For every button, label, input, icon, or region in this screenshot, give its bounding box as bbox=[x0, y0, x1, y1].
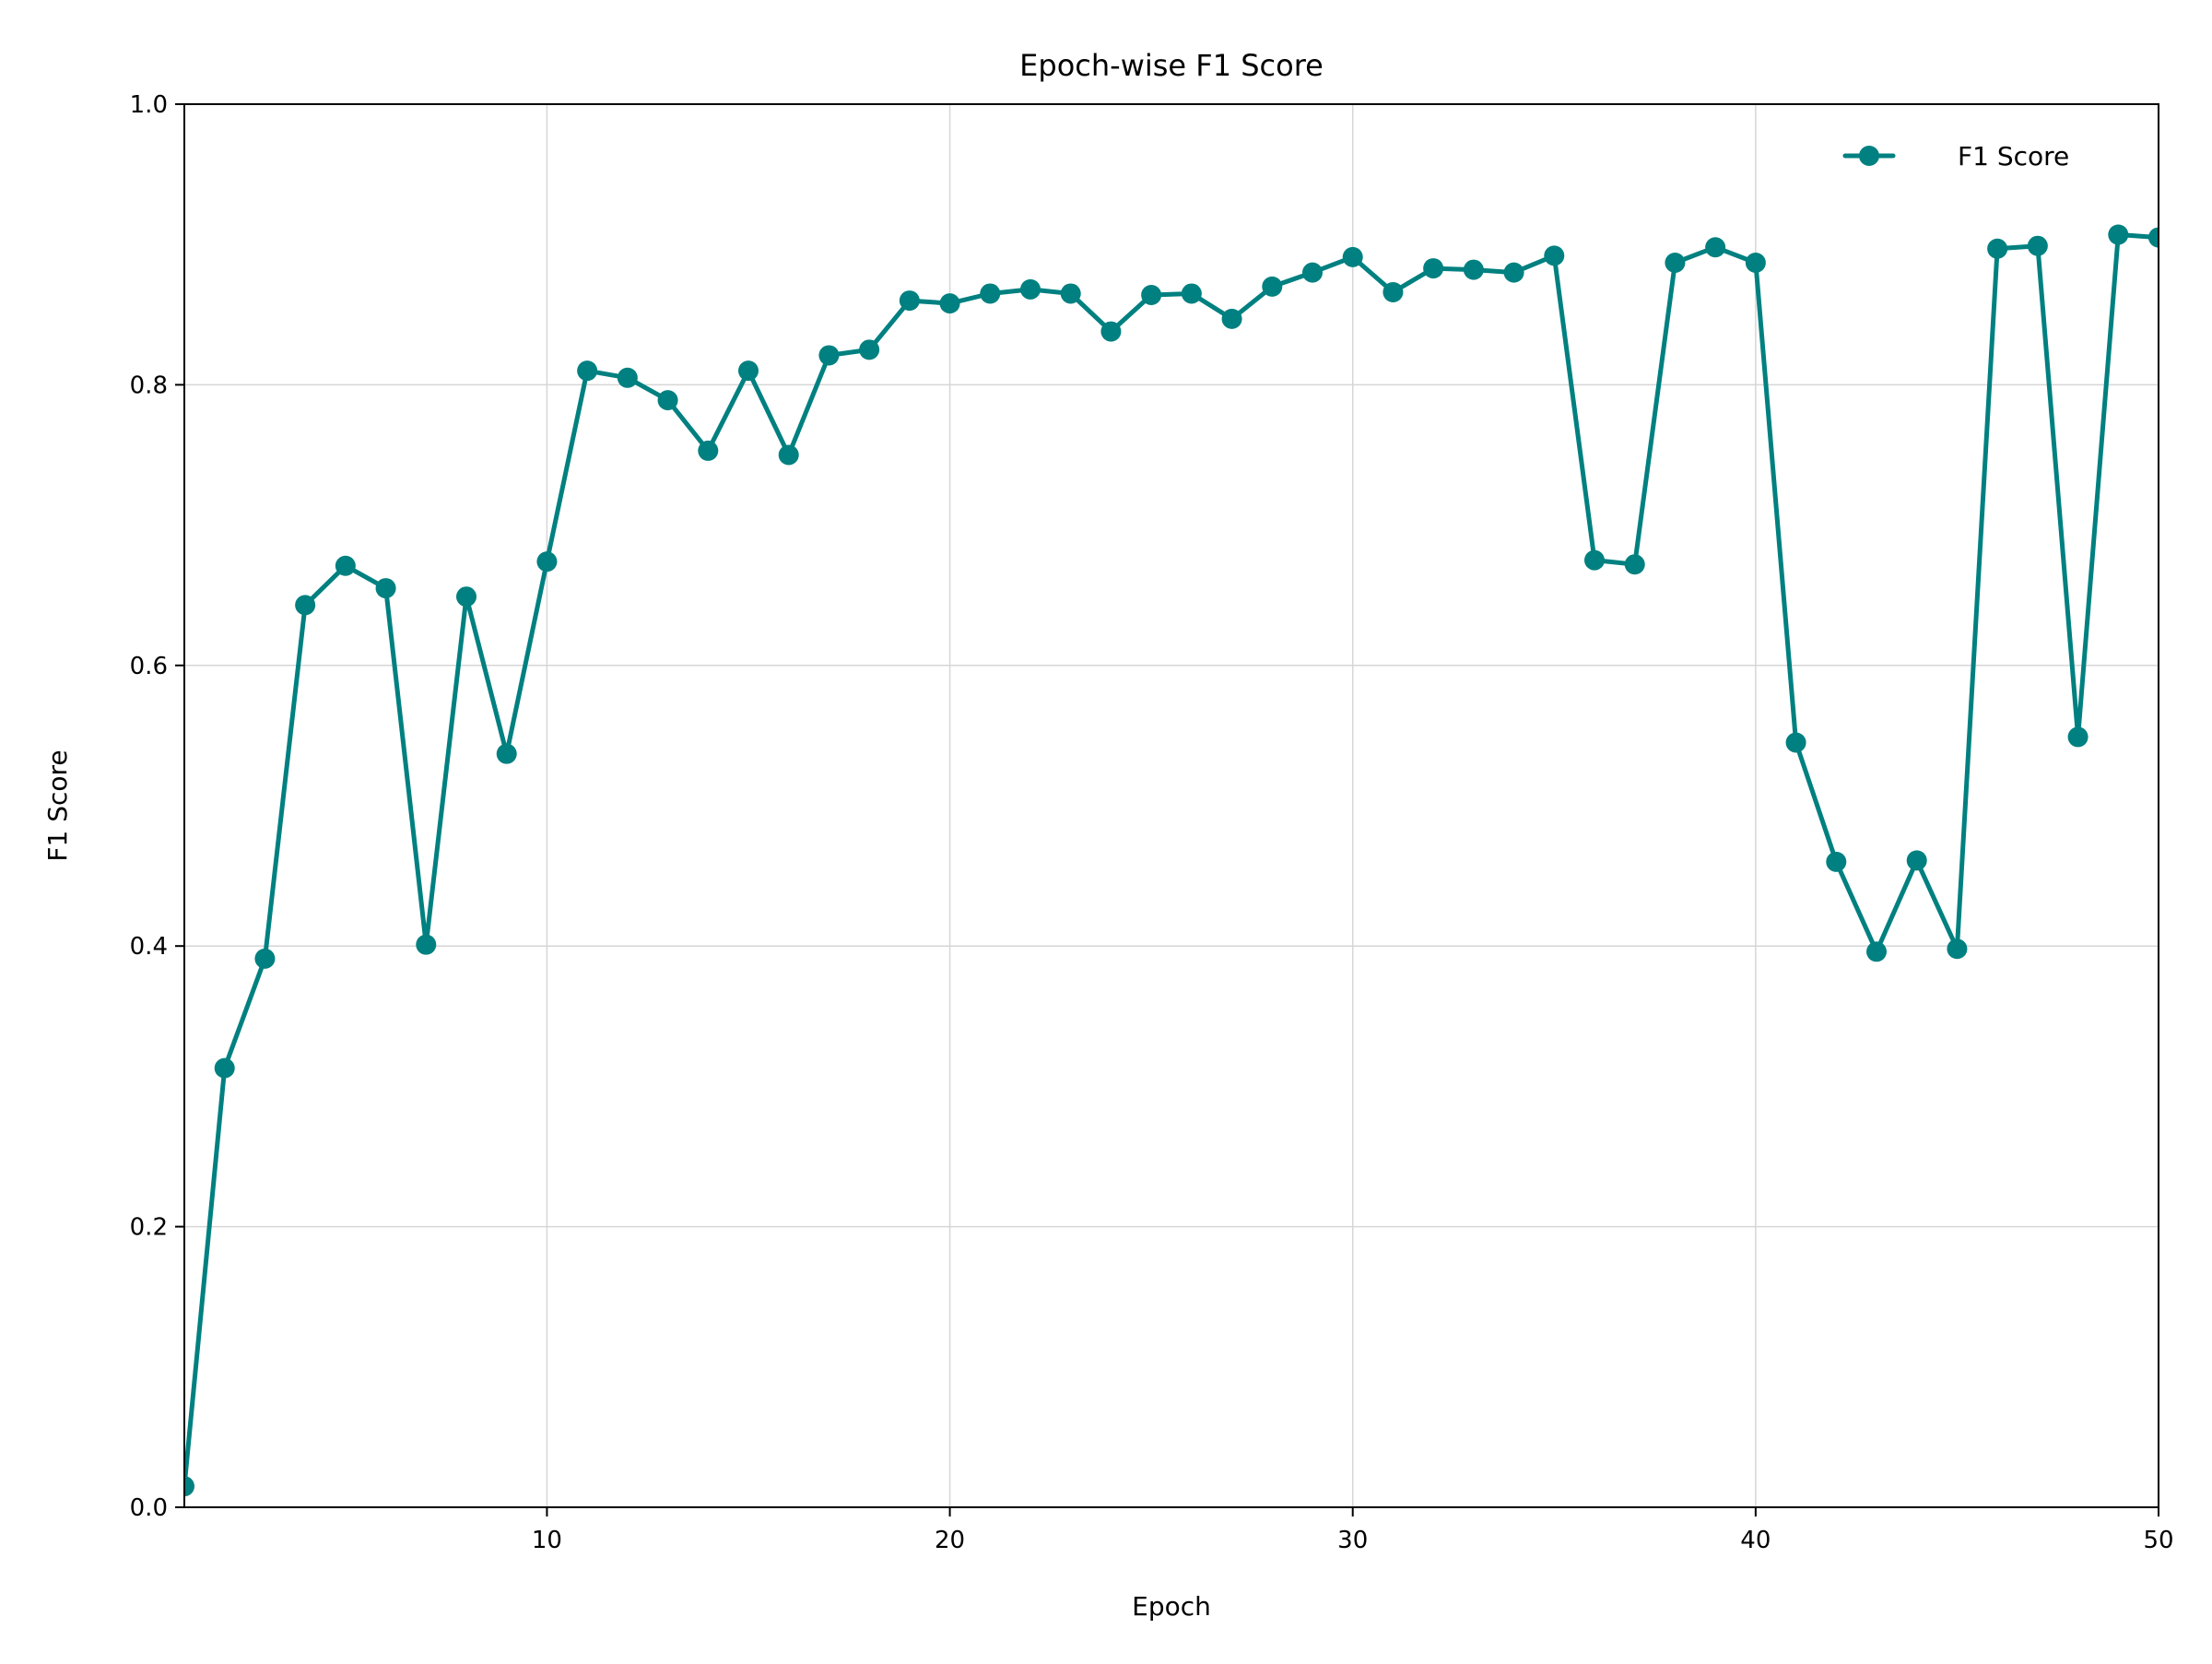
data-point bbox=[899, 290, 920, 312]
y-tick-label: 1.0 bbox=[130, 91, 168, 119]
data-point bbox=[295, 595, 316, 616]
x-tick-label: 10 bbox=[532, 1527, 562, 1554]
data-point bbox=[1221, 308, 1242, 329]
data-point bbox=[698, 440, 719, 461]
data-point bbox=[254, 948, 276, 969]
grid-lines bbox=[184, 103, 2159, 1508]
data-point bbox=[456, 586, 477, 608]
chart-title: Epoch-wise F1 Score bbox=[1019, 48, 1324, 83]
data-point bbox=[2027, 235, 2048, 256]
data-point bbox=[1141, 284, 1162, 305]
data-point bbox=[2108, 224, 2129, 245]
data-point bbox=[1544, 245, 1565, 266]
data-point bbox=[375, 578, 396, 599]
legend: F1 Score bbox=[1842, 141, 2069, 171]
data-point bbox=[1503, 262, 1524, 283]
data-point bbox=[1423, 258, 1444, 279]
data-point bbox=[1463, 259, 1484, 280]
data-point bbox=[617, 367, 638, 388]
data-point bbox=[2067, 726, 2088, 748]
data-point bbox=[1181, 283, 1202, 304]
x-tick-label: 30 bbox=[1337, 1527, 1368, 1554]
data-point bbox=[738, 360, 759, 382]
data-point bbox=[496, 743, 517, 764]
data-point bbox=[657, 390, 678, 411]
plot-frame bbox=[183, 103, 2159, 1508]
legend-marker-swatch bbox=[1859, 146, 1879, 166]
y-tick-label: 0.4 bbox=[130, 933, 168, 961]
data-point bbox=[1947, 938, 1968, 960]
data-point bbox=[778, 444, 799, 466]
data-point bbox=[1705, 237, 1726, 258]
x-axis-label: Epoch bbox=[1132, 1591, 1211, 1622]
data-point bbox=[2148, 227, 2159, 248]
data-point bbox=[1826, 851, 1847, 872]
data-point bbox=[1382, 281, 1404, 302]
data-point bbox=[818, 345, 840, 366]
data-point bbox=[1745, 252, 1766, 273]
data-point bbox=[980, 283, 1001, 304]
y-tick-label: 0.2 bbox=[130, 1214, 168, 1242]
axis-ticks: 10 20 30 40 50 0.0 0.2 0.4 0.6 0.8 1.0 bbox=[130, 91, 2174, 1554]
x-tick-label: 40 bbox=[1740, 1527, 1771, 1554]
data-point bbox=[184, 1476, 194, 1497]
legend-label: F1 Score bbox=[1958, 141, 2069, 171]
series-f1-score bbox=[184, 224, 2159, 1497]
y-axis-label: F1 Score bbox=[42, 749, 73, 861]
data-point bbox=[1906, 850, 1927, 871]
data-point bbox=[416, 934, 437, 955]
data-point bbox=[1020, 278, 1041, 300]
x-tick-label: 50 bbox=[2143, 1527, 2173, 1554]
y-tick-label: 0.6 bbox=[130, 653, 168, 680]
data-point bbox=[1987, 238, 2008, 259]
x-tick-label: 20 bbox=[935, 1527, 965, 1554]
data-point bbox=[214, 1057, 235, 1079]
data-point bbox=[1624, 554, 1645, 575]
y-tick-label: 0.8 bbox=[130, 372, 168, 399]
data-point bbox=[859, 339, 880, 360]
y-tick-label: 0.0 bbox=[130, 1494, 168, 1522]
data-point bbox=[1262, 276, 1283, 297]
data-point bbox=[1100, 321, 1122, 342]
data-point bbox=[335, 555, 356, 576]
data-point bbox=[1866, 941, 1887, 962]
data-point bbox=[1665, 252, 1686, 273]
data-point bbox=[577, 360, 598, 382]
series-line bbox=[184, 232, 2159, 1489]
data-point bbox=[536, 551, 558, 572]
data-point bbox=[1584, 549, 1605, 571]
data-point bbox=[1342, 246, 1363, 267]
data-point bbox=[1785, 732, 1806, 753]
data-point bbox=[1060, 283, 1081, 304]
data-point bbox=[1302, 262, 1323, 283]
data-point bbox=[939, 293, 960, 314]
